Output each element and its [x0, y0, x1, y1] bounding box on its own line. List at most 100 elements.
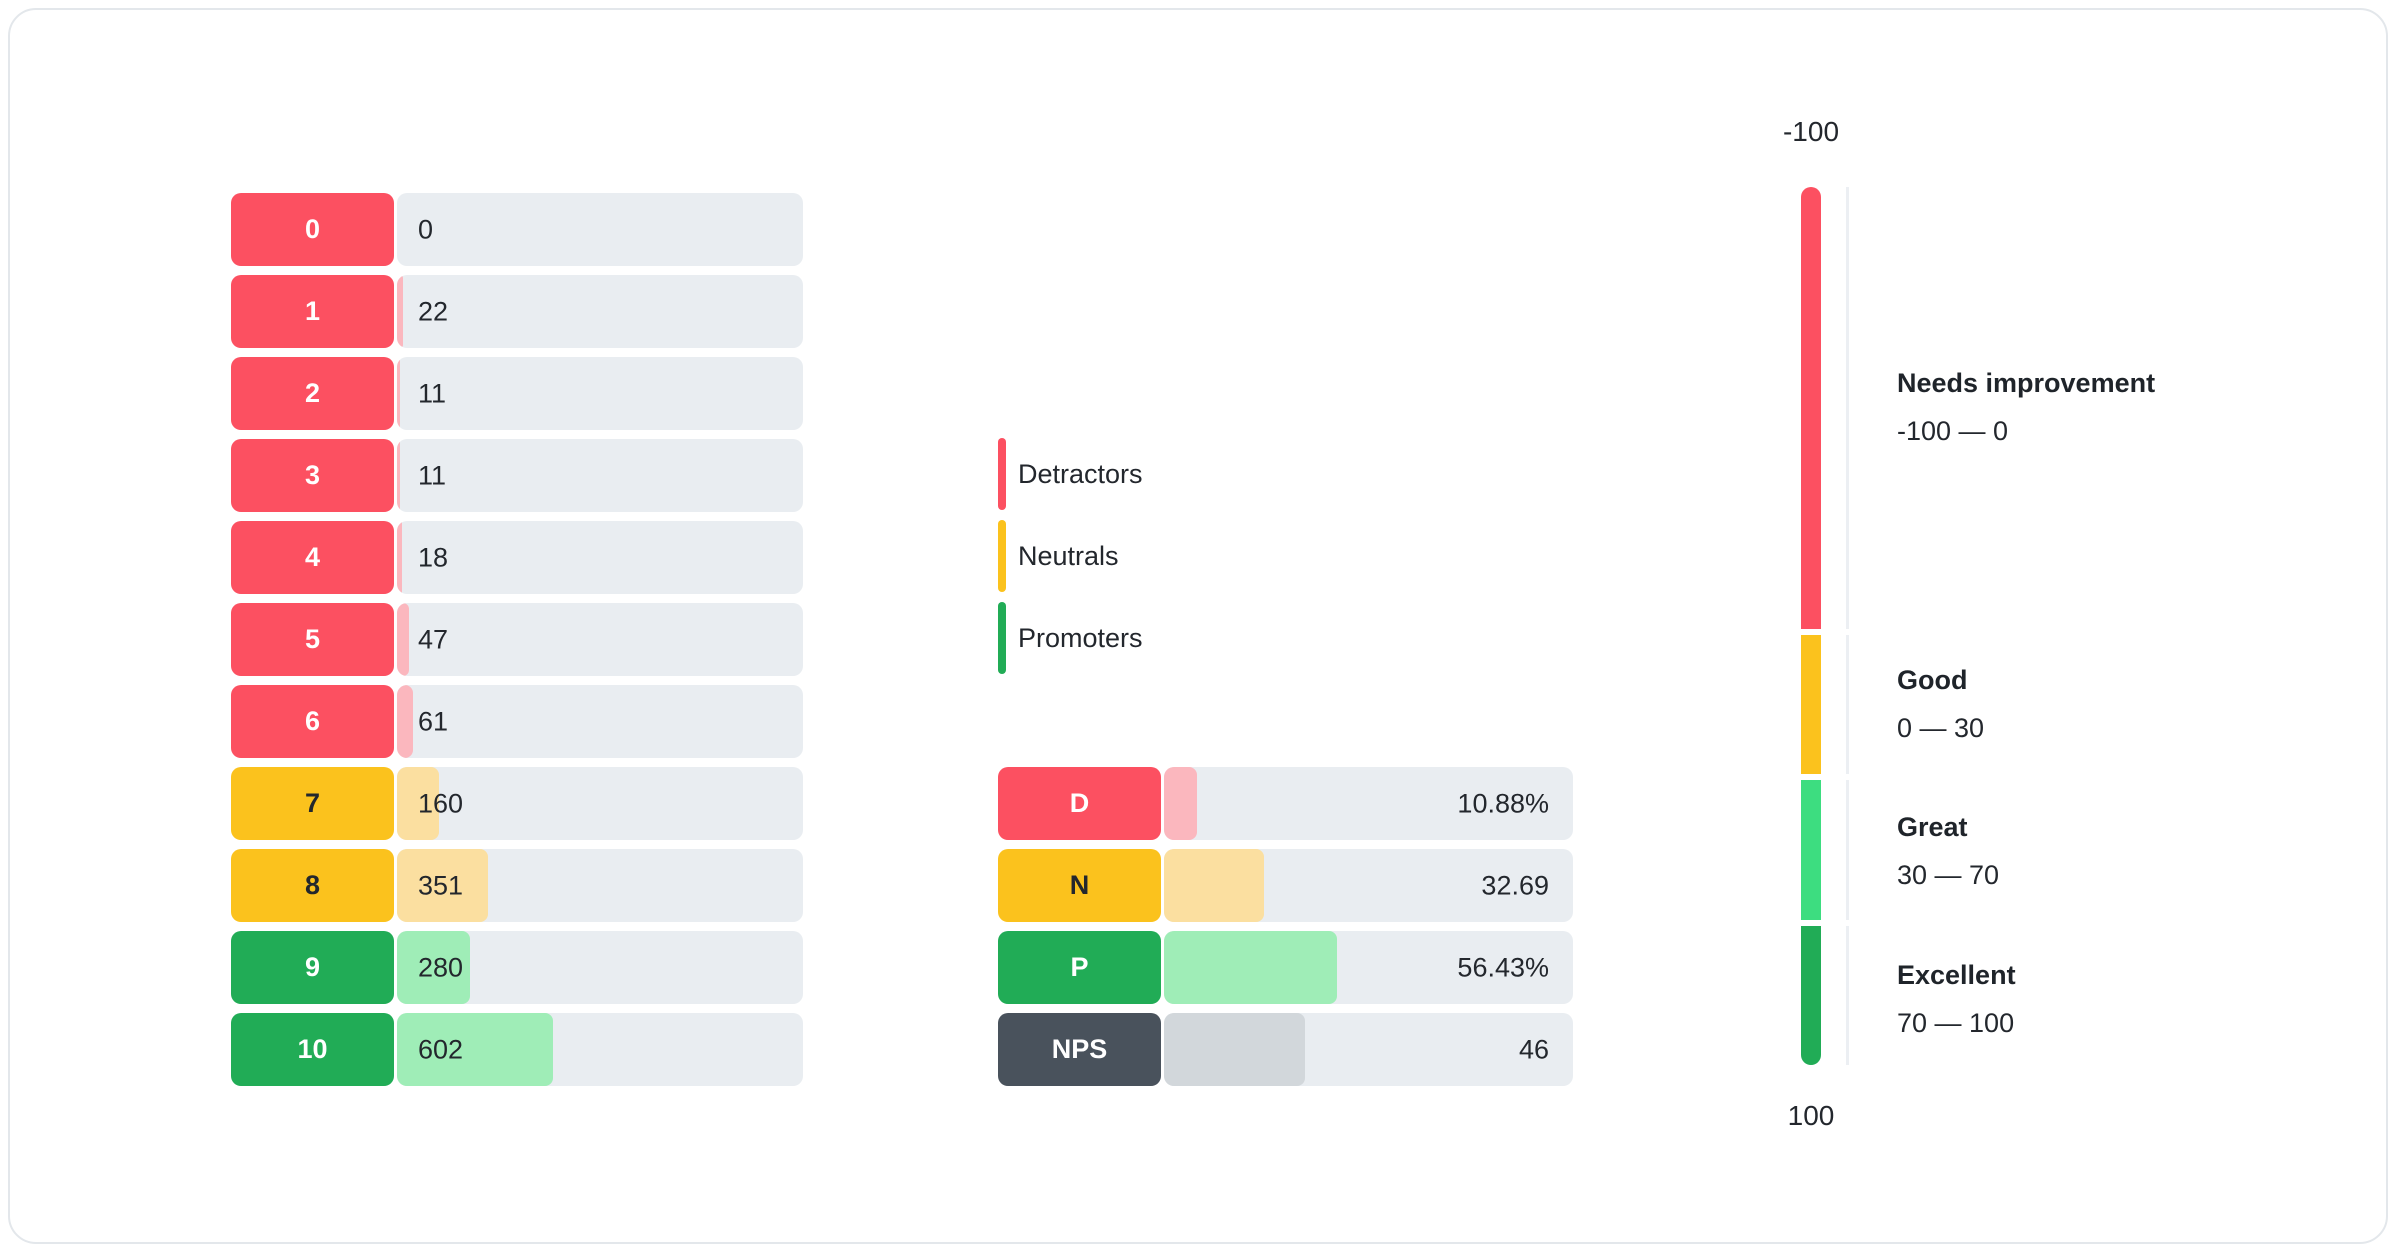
neutrals-swatch	[998, 520, 1006, 592]
count-value: 160	[418, 788, 464, 818]
distribution-row: 6 61	[231, 685, 803, 758]
legend-item: Promoters	[998, 602, 1143, 674]
band-range: 0 — 30	[1897, 713, 1985, 743]
score-pill: 9	[231, 931, 394, 1004]
bar-track: 11	[397, 439, 803, 512]
distribution-row: 3 11	[231, 439, 803, 512]
bar-track: 18	[397, 521, 803, 594]
count-value: 0	[418, 214, 434, 244]
summary-pill: N	[998, 849, 1161, 922]
bar-fill	[1164, 767, 1198, 840]
score-pill: 2	[231, 357, 394, 430]
count-value: 602	[418, 1034, 464, 1064]
bar-fill	[397, 767, 439, 840]
axis-line-segment	[1846, 635, 1849, 774]
score-pill: 8	[231, 849, 394, 922]
score-pill: 4	[231, 521, 394, 594]
band-name: Great	[1897, 812, 1968, 842]
bar-track: 10.88%	[1164, 767, 1573, 840]
gauge-max-negative-label: -100	[1782, 116, 1840, 147]
score-pill: 7	[231, 767, 394, 840]
bar-track: 47	[397, 603, 803, 676]
distribution-row: 9 280	[231, 931, 803, 1004]
distribution-row: 1 22	[231, 275, 803, 348]
bar-track: 280	[397, 931, 803, 1004]
bar-fill	[1164, 849, 1265, 922]
bar-fill	[397, 685, 413, 758]
distribution-row: 8 351	[231, 849, 803, 922]
count-value: 18	[418, 542, 449, 572]
bar-fill	[397, 275, 403, 348]
score-pill: 1	[231, 275, 394, 348]
summary-pill: D	[998, 767, 1161, 840]
legend-item: Detractors	[998, 438, 1143, 510]
bar-track: 56.43%	[1164, 931, 1573, 1004]
summary-value: 32.69	[1481, 870, 1549, 900]
bar-track: 32.69	[1164, 849, 1573, 922]
gauge-axis-line	[1846, 187, 1849, 1065]
distribution-row: 10 602	[231, 1013, 803, 1086]
gauge-segment-great	[1801, 780, 1821, 920]
count-value: 280	[418, 952, 464, 982]
band-range: 70 — 100	[1897, 1008, 2015, 1038]
summary-row: N 32.69	[998, 849, 1573, 922]
bar-track: 46	[1164, 1013, 1573, 1086]
distribution-row: 4 18	[231, 521, 803, 594]
count-value: 11	[418, 460, 447, 490]
summary-row: D 10.88%	[998, 767, 1573, 840]
band-name: Needs improvement	[1897, 368, 2156, 398]
gauge-segment-good	[1801, 635, 1821, 774]
distribution-row: 2 11	[231, 357, 803, 430]
promoters-swatch	[998, 602, 1006, 674]
axis-line-segment	[1846, 780, 1849, 920]
score-pill: 6	[231, 685, 394, 758]
count-value: 11	[418, 378, 447, 408]
band-range: -100 — 0	[1897, 416, 2009, 446]
bar-fill	[397, 357, 400, 430]
summary-value: 10.88%	[1457, 788, 1549, 818]
summary-row: P 56.43%	[998, 931, 1573, 1004]
bar-fill	[397, 439, 400, 512]
axis-line-segment	[1846, 187, 1849, 629]
legend-item: Neutrals	[998, 520, 1143, 592]
band-range: 30 — 70	[1897, 860, 2000, 890]
score-pill: 0	[231, 193, 394, 266]
legend-label: Detractors	[1018, 458, 1143, 489]
gauge-segment-needs-improvement	[1801, 187, 1821, 629]
bar-track: 160	[397, 767, 803, 840]
bar-fill	[397, 931, 470, 1004]
bar-fill	[397, 521, 402, 594]
axis-line-segment	[1846, 926, 1849, 1065]
summary-value: 56.43%	[1457, 952, 1549, 982]
gauge-band-label: Good 0 — 30	[1897, 663, 1984, 745]
legend: Detractors Neutrals Promoters	[998, 438, 1143, 684]
count-value: 22	[418, 296, 449, 326]
bar-track: 602	[397, 1013, 803, 1086]
count-value: 61	[418, 706, 449, 736]
bar-fill	[397, 603, 410, 676]
score-distribution-chart: 0 0 1 22 2 11 3 11 4 18 5	[231, 193, 803, 1095]
summary-pill: NPS	[998, 1013, 1161, 1086]
legend-label: Promoters	[1018, 622, 1143, 653]
summary-pill: P	[998, 931, 1161, 1004]
score-pill: 5	[231, 603, 394, 676]
bar-track: 0	[397, 193, 803, 266]
count-value: 47	[418, 624, 449, 654]
summary-value: 46	[1518, 1034, 1549, 1064]
bar-track: 351	[397, 849, 803, 922]
count-value: 351	[418, 870, 464, 900]
bar-track: 61	[397, 685, 803, 758]
summary-row: NPS 46	[998, 1013, 1573, 1086]
bar-fill	[397, 849, 489, 922]
bar-fill	[1164, 931, 1338, 1004]
distribution-row: 0 0	[231, 193, 803, 266]
nps-summary-chart: D 10.88% N 32.69 P 56.43% NPS 46	[998, 767, 1573, 1095]
bar-fill	[1164, 1013, 1306, 1086]
legend-label: Neutrals	[1018, 540, 1119, 571]
score-pill: 10	[231, 1013, 394, 1086]
gauge-max-positive-label: 100	[1787, 1100, 1835, 1131]
band-name: Excellent	[1897, 960, 2016, 990]
score-pill: 3	[231, 439, 394, 512]
gauge-segment-excellent	[1801, 926, 1821, 1065]
band-name: Good	[1897, 665, 1968, 695]
